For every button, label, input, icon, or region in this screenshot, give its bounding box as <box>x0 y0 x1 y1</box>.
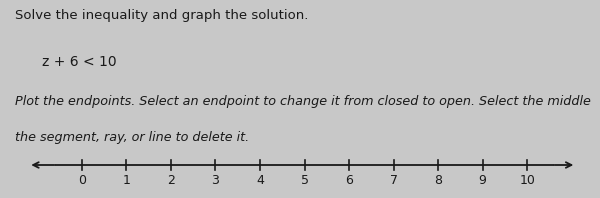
Text: 9: 9 <box>479 174 487 187</box>
Text: 6: 6 <box>345 174 353 187</box>
Text: 0: 0 <box>78 174 86 187</box>
Text: 7: 7 <box>389 174 398 187</box>
Text: the segment, ray, or line to delete it.: the segment, ray, or line to delete it. <box>15 131 249 144</box>
Text: 2: 2 <box>167 174 175 187</box>
Text: 1: 1 <box>122 174 130 187</box>
Text: Solve the inequality and graph the solution.: Solve the inequality and graph the solut… <box>15 9 308 22</box>
Text: 4: 4 <box>256 174 264 187</box>
Text: 3: 3 <box>211 174 220 187</box>
Text: 8: 8 <box>434 174 442 187</box>
Text: 5: 5 <box>301 174 308 187</box>
Text: 10: 10 <box>519 174 535 187</box>
Text: Plot the endpoints. Select an endpoint to change it from closed to open. Select : Plot the endpoints. Select an endpoint t… <box>15 95 591 108</box>
Text: z + 6 < 10: z + 6 < 10 <box>42 55 116 69</box>
